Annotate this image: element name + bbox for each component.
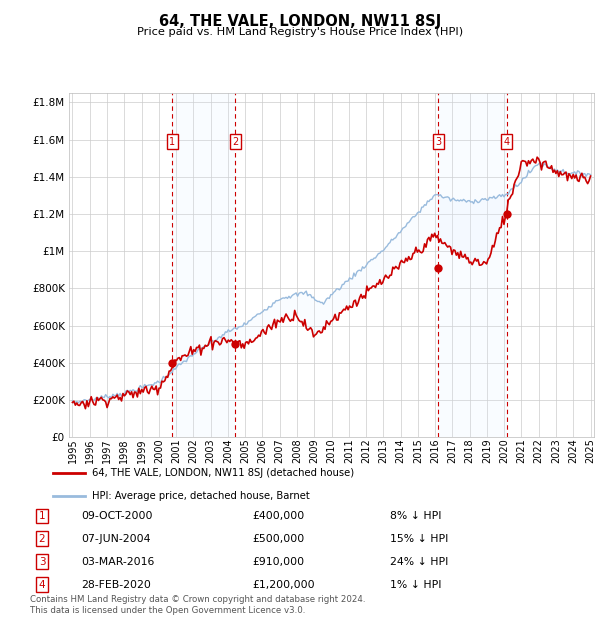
Text: £1,200,000: £1,200,000 xyxy=(252,580,314,590)
Text: 03-MAR-2016: 03-MAR-2016 xyxy=(81,557,154,567)
Text: Contains HM Land Registry data © Crown copyright and database right 2024.: Contains HM Land Registry data © Crown c… xyxy=(30,595,365,604)
Text: £500,000: £500,000 xyxy=(252,534,304,544)
Bar xyxy=(172,93,235,437)
Text: This data is licensed under the Open Government Licence v3.0.: This data is licensed under the Open Gov… xyxy=(30,606,305,615)
Text: 09-OCT-2000: 09-OCT-2000 xyxy=(81,511,152,521)
Text: 1% ↓ HPI: 1% ↓ HPI xyxy=(390,580,442,590)
Text: 4: 4 xyxy=(38,580,46,590)
Text: 28-FEB-2020: 28-FEB-2020 xyxy=(81,580,151,590)
Text: 8% ↓ HPI: 8% ↓ HPI xyxy=(390,511,442,521)
Text: £910,000: £910,000 xyxy=(252,557,304,567)
Text: 24% ↓ HPI: 24% ↓ HPI xyxy=(390,557,448,567)
Text: 2: 2 xyxy=(232,137,239,147)
Text: 4: 4 xyxy=(504,137,510,147)
Text: 2: 2 xyxy=(38,534,46,544)
Text: 64, THE VALE, LONDON, NW11 8SJ (detached house): 64, THE VALE, LONDON, NW11 8SJ (detached… xyxy=(92,467,355,477)
Text: Price paid vs. HM Land Registry's House Price Index (HPI): Price paid vs. HM Land Registry's House … xyxy=(137,27,463,37)
Text: 15% ↓ HPI: 15% ↓ HPI xyxy=(390,534,448,544)
Text: HPI: Average price, detached house, Barnet: HPI: Average price, detached house, Barn… xyxy=(92,491,310,501)
Text: 3: 3 xyxy=(38,557,46,567)
Text: 1: 1 xyxy=(169,137,175,147)
Text: 64, THE VALE, LONDON, NW11 8SJ: 64, THE VALE, LONDON, NW11 8SJ xyxy=(159,14,441,29)
Bar xyxy=(438,93,507,437)
Text: 1: 1 xyxy=(38,511,46,521)
Text: 07-JUN-2004: 07-JUN-2004 xyxy=(81,534,151,544)
Text: £400,000: £400,000 xyxy=(252,511,304,521)
Text: 3: 3 xyxy=(435,137,441,147)
